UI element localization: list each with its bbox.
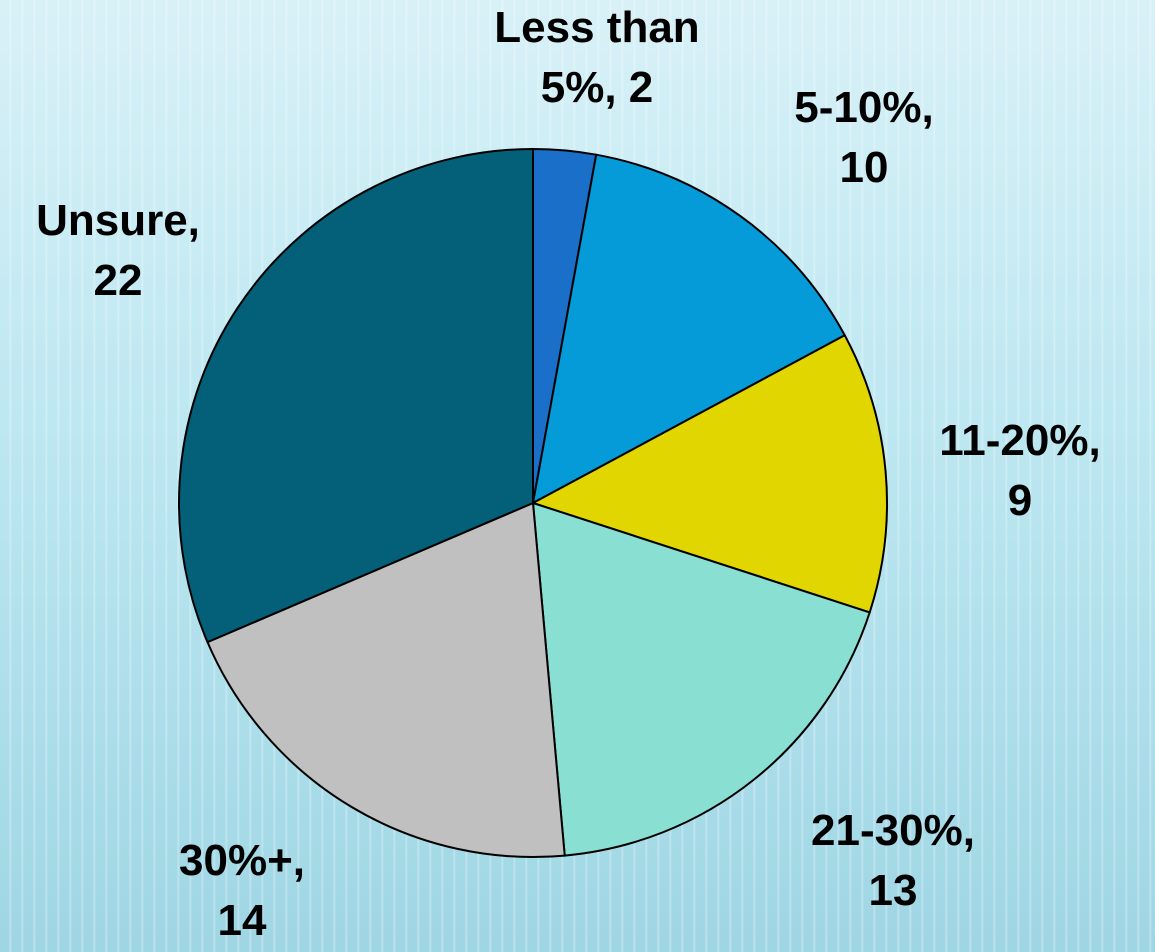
data-label-5-10: 5-10%, 10	[794, 83, 933, 192]
data-label-line: 13	[869, 866, 918, 915]
data-label-11-20: 11-20%, 9	[939, 416, 1100, 525]
pie-slice-5-10	[532, 153, 846, 504]
pie-slice-unsure	[178, 148, 534, 644]
data-label-line: 30%+,	[179, 836, 305, 885]
data-label-line: 22	[94, 256, 143, 305]
data-label-line: 10	[840, 143, 889, 192]
pie-slice-30	[206, 502, 566, 858]
data-label-line: 5%, 2	[541, 63, 654, 112]
data-label-line: 21-30%,	[811, 806, 975, 855]
data-label-30: 30%+, 14	[179, 836, 305, 945]
pie-slice-21-30	[532, 502, 871, 857]
data-label-line: 5-10%,	[794, 83, 933, 132]
data-label-line: Unsure,	[36, 196, 200, 245]
data-label-line: 9	[1008, 476, 1032, 525]
data-label-line: 11-20%,	[939, 416, 1100, 465]
data-label-less-than-5: Less than 5%, 2	[494, 3, 699, 112]
data-label-line: Less than	[494, 3, 699, 52]
pie-slice-11-20	[532, 334, 888, 614]
data-label-line: 14	[218, 896, 267, 945]
data-label-21-30: 21-30%, 13	[811, 806, 975, 915]
data-label-unsure: Unsure, 22	[36, 196, 200, 305]
